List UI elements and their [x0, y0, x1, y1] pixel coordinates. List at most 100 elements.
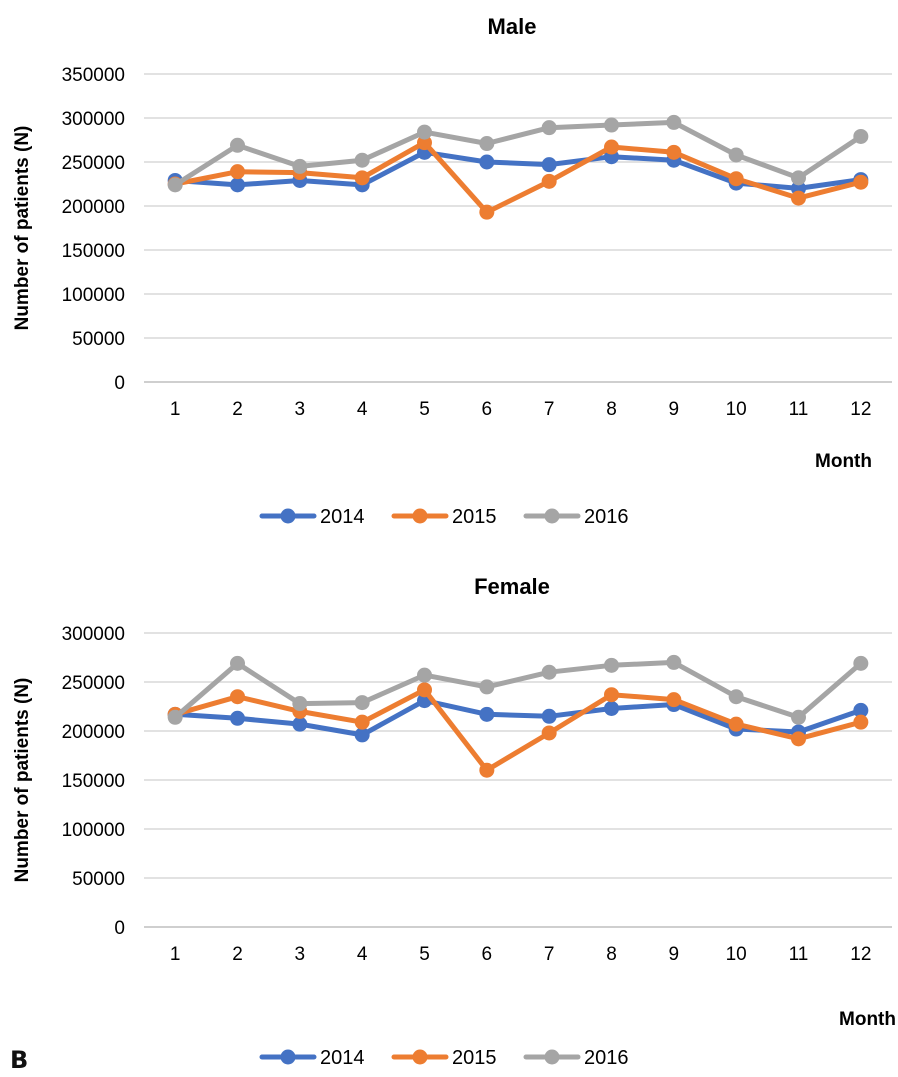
- data-point-2016: [728, 689, 744, 705]
- panel-label: B: [10, 1046, 29, 1074]
- data-point-2015: [479, 204, 495, 220]
- y-axis-title: Number of patients (N): [12, 126, 33, 331]
- x-tick-label: 6: [482, 399, 493, 420]
- legend-label-2015: 2015: [452, 1047, 497, 1069]
- series-line-2015: [172, 687, 864, 773]
- y-tick-label: 300000: [62, 624, 125, 645]
- x-tick-label: 5: [419, 944, 430, 965]
- data-point-2016: [604, 117, 619, 133]
- data-point-2015: [417, 682, 432, 698]
- data-point-2014: [541, 157, 557, 173]
- y-tick-label: 200000: [62, 197, 125, 218]
- data-point-2016: [417, 124, 432, 140]
- data-point-2014: [230, 177, 245, 193]
- data-point-2016: [853, 128, 869, 144]
- x-tick-label: 2: [232, 944, 243, 965]
- x-tick-label: 4: [357, 399, 368, 420]
- data-point-2015: [230, 689, 245, 705]
- data-point-2016: [666, 114, 682, 130]
- legend-marker-2014: [280, 508, 296, 524]
- x-tick-label: 2: [232, 399, 243, 420]
- x-axis-title: Month: [839, 1009, 896, 1030]
- data-point-2015: [417, 135, 432, 151]
- series-line-2016: [172, 659, 864, 720]
- data-point-2014: [541, 708, 557, 724]
- data-point-2016: [354, 152, 370, 168]
- data-point-2015: [604, 687, 619, 703]
- data-point-2016: [292, 158, 308, 174]
- y-tick-label: 0: [114, 373, 125, 394]
- data-point-2015: [354, 170, 370, 186]
- data-point-2015: [853, 714, 869, 730]
- data-point-2015: [666, 144, 682, 160]
- data-point-2016: [479, 136, 495, 152]
- data-point-2015: [853, 174, 869, 190]
- x-tick-label: 4: [357, 944, 368, 965]
- data-point-2015: [728, 716, 744, 732]
- x-tick-label: 7: [544, 399, 555, 420]
- x-tick-label: 10: [726, 944, 747, 965]
- x-tick-label: 5: [419, 399, 430, 420]
- data-point-2015: [354, 714, 370, 730]
- y-tick-label: 50000: [72, 329, 125, 350]
- y-tick-label: 0: [114, 918, 125, 939]
- legend-label-2014: 2014: [320, 506, 365, 528]
- data-point-2015: [479, 762, 495, 778]
- data-point-2014: [604, 700, 619, 716]
- data-point-2014: [479, 706, 495, 722]
- data-point-2016: [167, 177, 183, 193]
- data-point-2015: [728, 171, 744, 187]
- legend-marker-2016: [544, 508, 560, 524]
- data-point-2016: [853, 655, 869, 671]
- series-line-2016: [172, 119, 864, 188]
- legend-label-2016: 2016: [584, 506, 629, 528]
- x-tick-label: 12: [850, 399, 871, 420]
- x-tick-label: 9: [669, 399, 680, 420]
- x-tick-label: 8: [606, 944, 617, 965]
- y-axis-title: Number of patients (N): [12, 678, 33, 883]
- series-line-2015: [172, 140, 864, 215]
- y-tick-label: 100000: [62, 285, 125, 306]
- x-axis-title: Month: [815, 451, 872, 472]
- series-line-2014: [172, 698, 864, 738]
- data-point-2016: [417, 667, 432, 683]
- y-tick-label: 300000: [62, 109, 125, 130]
- legend-marker-2014: [280, 1049, 296, 1065]
- x-tick-label: 9: [669, 944, 680, 965]
- data-point-2014: [354, 727, 370, 743]
- data-point-2015: [791, 731, 806, 747]
- data-point-2016: [541, 664, 557, 680]
- chart-title: Male: [488, 14, 537, 39]
- data-point-2015: [230, 164, 245, 180]
- data-point-2016: [479, 679, 495, 695]
- data-point-2016: [167, 709, 183, 725]
- x-tick-label: 6: [482, 944, 493, 965]
- y-tick-label: 150000: [62, 771, 125, 792]
- x-tick-label: 3: [295, 399, 306, 420]
- data-point-2016: [292, 696, 308, 712]
- data-point-2016: [541, 120, 557, 136]
- data-point-2016: [791, 709, 806, 725]
- female-chart: Female 0 50000 100000 150000 200000 250000 3000…: [12, 574, 896, 1069]
- data-point-2016: [230, 655, 245, 671]
- data-point-2014: [479, 154, 495, 170]
- male-chart: Male 0 50000 100000 150000 200000 250000 300000…: [12, 14, 892, 528]
- legend-label-2016: 2016: [584, 1047, 629, 1069]
- data-point-2014: [292, 716, 308, 732]
- legend-label-2015: 2015: [452, 506, 497, 528]
- y-tick-label: 100000: [62, 820, 125, 841]
- x-tick-label: 11: [789, 399, 809, 420]
- data-point-2016: [604, 657, 619, 673]
- x-tick-label: 12: [850, 944, 871, 965]
- legend-label-2014: 2014: [320, 1047, 365, 1069]
- y-tick-label: 200000: [62, 722, 125, 743]
- data-point-2016: [354, 695, 370, 711]
- chart-title: Female: [474, 574, 550, 599]
- y-tick-label: 250000: [62, 673, 125, 694]
- data-point-2015: [604, 139, 619, 155]
- y-tick-label: 150000: [62, 241, 125, 262]
- data-point-2014: [853, 702, 869, 718]
- x-tick-label: 7: [544, 944, 555, 965]
- data-point-2015: [791, 190, 806, 206]
